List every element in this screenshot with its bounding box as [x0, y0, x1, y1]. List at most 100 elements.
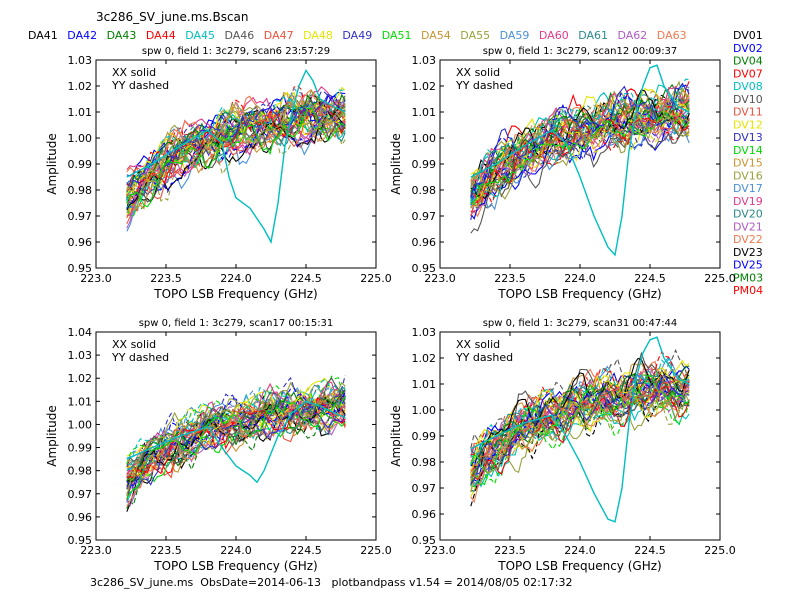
- trace-line: [470, 367, 690, 473]
- trace-line: [470, 113, 690, 234]
- figure-footer: 3c286_SV_june.ms ObsDate=2014-06-13 plot…: [90, 576, 573, 589]
- legend-entry-dv16: DV16: [733, 169, 763, 182]
- trace-da45: [470, 64, 690, 257]
- trace-line: [126, 93, 346, 195]
- y-tick-label: 0.95: [412, 534, 437, 547]
- y-tick-label: 1.03: [68, 54, 93, 67]
- trace-line: [470, 84, 690, 198]
- x-tick-label: 224.0: [220, 544, 252, 557]
- y-tick-label: 0.99: [412, 158, 437, 171]
- trace-line: [470, 374, 690, 475]
- legend-entry-dv04: DV04: [733, 55, 763, 68]
- subplot-title: spw 0, field 1: 3c279, scan17 00:15:31: [139, 318, 334, 329]
- bandpass-traces: [126, 68, 346, 245]
- x-tick-label: 224.5: [634, 544, 666, 557]
- y-tick-label: 1.01: [412, 378, 437, 391]
- y-tick-label: 0.95: [412, 262, 437, 275]
- trace-line: [126, 107, 346, 208]
- trace-line: [126, 377, 346, 457]
- y-tick-label: 0.99: [68, 158, 93, 171]
- legend-entry-da55: DA55: [460, 29, 490, 42]
- trace-line: [470, 378, 690, 475]
- trace-line: [470, 99, 690, 204]
- y-tick-label: 1.00: [68, 132, 93, 145]
- trace-line: [126, 393, 346, 495]
- annotation-yy-dashed: YY dashed: [455, 79, 513, 92]
- trace-da45: [126, 68, 346, 245]
- trace-line: [126, 389, 346, 483]
- trace-line: [126, 119, 346, 219]
- y-tick-label: 1.04: [68, 326, 93, 339]
- subplot-4: 223.0 223.5 224.0 224.5 225.0 0.95 0.96 0.97 0.9…: [389, 318, 736, 573]
- y-tick-label: 0.97: [68, 488, 93, 501]
- legend-entry-dv12: DV12: [733, 118, 763, 131]
- subplot-3: 223.0 223.5 224.0 224.5 225.0 0.95 0.96 0.97 0.9…: [45, 318, 392, 573]
- x-axis-label: TOPO LSB Frequency (GHz): [153, 559, 317, 573]
- trace-line: [470, 104, 690, 216]
- subplot-title: spw 0, field 1: 3c279, scan6 23:57:29: [142, 46, 330, 57]
- legend-entry-da63: DA63: [657, 29, 687, 42]
- x-axis-label: TOPO LSB Frequency (GHz): [497, 287, 661, 301]
- legend-entry-dv13: DV13: [733, 131, 763, 144]
- x-tick-label: 224.0: [564, 544, 596, 557]
- x-tick-label: 223.5: [150, 544, 182, 557]
- y-tick-label: 0.99: [68, 442, 93, 455]
- annotation-xx-solid: XX solid: [456, 66, 500, 79]
- trace-line: [470, 378, 690, 481]
- trace-line: [126, 400, 346, 479]
- legend-entry-da45: DA45: [185, 29, 215, 42]
- legend-entry-da49: DA49: [342, 29, 372, 42]
- legend-entry-da42: DA42: [67, 29, 97, 42]
- y-tick-label: 0.98: [412, 184, 437, 197]
- y-tick-label: 1.00: [412, 132, 437, 145]
- y-tick-label: 0.98: [68, 184, 93, 197]
- trace-line: [126, 96, 346, 191]
- trace-line: [126, 381, 346, 475]
- y-tick-label: 0.95: [68, 534, 93, 547]
- legend-entry-da60: DA60: [539, 29, 569, 42]
- x-tick-label: 223.5: [150, 272, 182, 285]
- trace-line: [470, 115, 690, 209]
- annotation-xx-solid: XX solid: [112, 338, 156, 351]
- y-tick-label: 0.99: [412, 430, 437, 443]
- bandpass-traces: [470, 336, 690, 523]
- y-tick-label: 1.02: [68, 372, 93, 385]
- legend-entry-da48: DA48: [303, 29, 333, 42]
- x-tick-label: 224.5: [634, 272, 666, 285]
- legend-entry-dv17: DV17: [733, 182, 763, 195]
- x-tick-label: 223.5: [494, 544, 526, 557]
- subplot-2: 223.0 223.5 224.0 224.5 225.0 0.95 0.96 0.97 0.9…: [389, 46, 736, 301]
- legend-entry-da61: DA61: [578, 29, 608, 42]
- y-tick-label: 0.97: [412, 482, 437, 495]
- trace-line: [470, 383, 690, 469]
- trace-line: [126, 84, 346, 205]
- trace-line: [470, 385, 690, 481]
- x-tick-label: 225.0: [704, 544, 736, 557]
- legend-entry-da51: DA51: [382, 29, 412, 42]
- figure-title: 3c286_SV_june.ms.Bscan: [96, 10, 249, 24]
- trace-line: [126, 381, 346, 497]
- trace-line: [470, 91, 690, 193]
- y-tick-label: 0.96: [412, 236, 437, 249]
- legend-entry-dv19: DV19: [733, 195, 763, 208]
- legend-entry-da44: DA44: [146, 29, 176, 42]
- bandpass-traces: [126, 374, 346, 512]
- legend-entry-dv25: DV25: [733, 259, 763, 272]
- y-axis-label: Amplitude: [389, 405, 403, 467]
- trace-line: [470, 82, 690, 197]
- trace-line: [126, 100, 346, 204]
- trace-line: [470, 78, 690, 204]
- legend-entry-dv01: DV01: [733, 29, 763, 42]
- legend-entry-dv11: DV11: [733, 106, 763, 119]
- y-tick-label: 0.98: [68, 465, 93, 478]
- y-axis-label: Amplitude: [389, 133, 403, 195]
- trace-line: [470, 89, 690, 200]
- legend-entry-dv20: DV20: [733, 208, 763, 221]
- legend-entry-dv08: DV08: [733, 80, 763, 93]
- trace-line: [126, 394, 346, 479]
- x-tick-label: 224.5: [290, 544, 322, 557]
- x-tick-label: 225.0: [360, 544, 392, 557]
- y-tick-label: 0.95: [68, 262, 93, 275]
- legend-entry-dv10: DV10: [733, 93, 763, 106]
- annotation-xx-solid: XX solid: [456, 338, 500, 351]
